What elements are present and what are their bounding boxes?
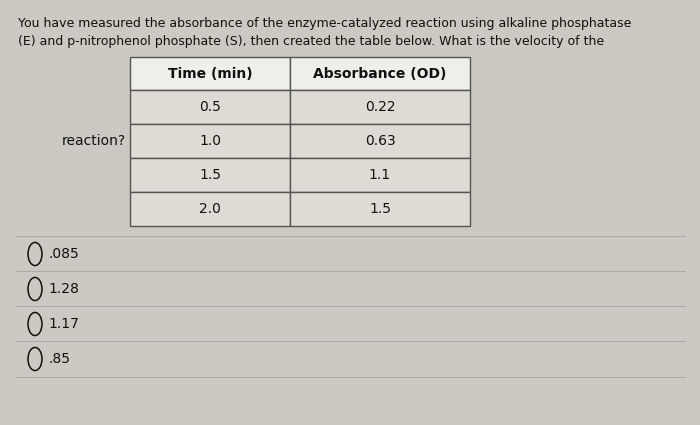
Text: .85: .85 <box>48 352 70 366</box>
Text: 1.17: 1.17 <box>48 317 79 331</box>
Text: 1.5: 1.5 <box>199 168 221 182</box>
Text: 1.0: 1.0 <box>199 134 221 148</box>
FancyBboxPatch shape <box>130 57 290 90</box>
Text: Absorbance (OD): Absorbance (OD) <box>314 66 447 80</box>
Text: 1.5: 1.5 <box>369 202 391 216</box>
Text: 1.28: 1.28 <box>48 282 79 296</box>
FancyBboxPatch shape <box>290 57 470 90</box>
Text: 1.1: 1.1 <box>369 168 391 182</box>
FancyBboxPatch shape <box>130 90 290 124</box>
Text: Time (min): Time (min) <box>168 66 252 80</box>
FancyBboxPatch shape <box>130 192 290 226</box>
Text: 0.22: 0.22 <box>365 100 395 114</box>
Text: 0.5: 0.5 <box>199 100 221 114</box>
Text: reaction?: reaction? <box>62 134 126 148</box>
FancyBboxPatch shape <box>130 124 290 158</box>
FancyBboxPatch shape <box>290 158 470 192</box>
FancyBboxPatch shape <box>290 124 470 158</box>
Text: You have measured the absorbance of the enzyme-catalyzed reaction using alkaline: You have measured the absorbance of the … <box>18 17 631 30</box>
Text: 0.63: 0.63 <box>365 134 395 148</box>
Text: (E) and p-nitrophenol phosphate (S), then created the table below. What is the v: (E) and p-nitrophenol phosphate (S), the… <box>18 35 604 48</box>
Text: 2.0: 2.0 <box>199 202 221 216</box>
FancyBboxPatch shape <box>130 158 290 192</box>
Text: .085: .085 <box>48 247 78 261</box>
FancyBboxPatch shape <box>290 90 470 124</box>
FancyBboxPatch shape <box>290 192 470 226</box>
